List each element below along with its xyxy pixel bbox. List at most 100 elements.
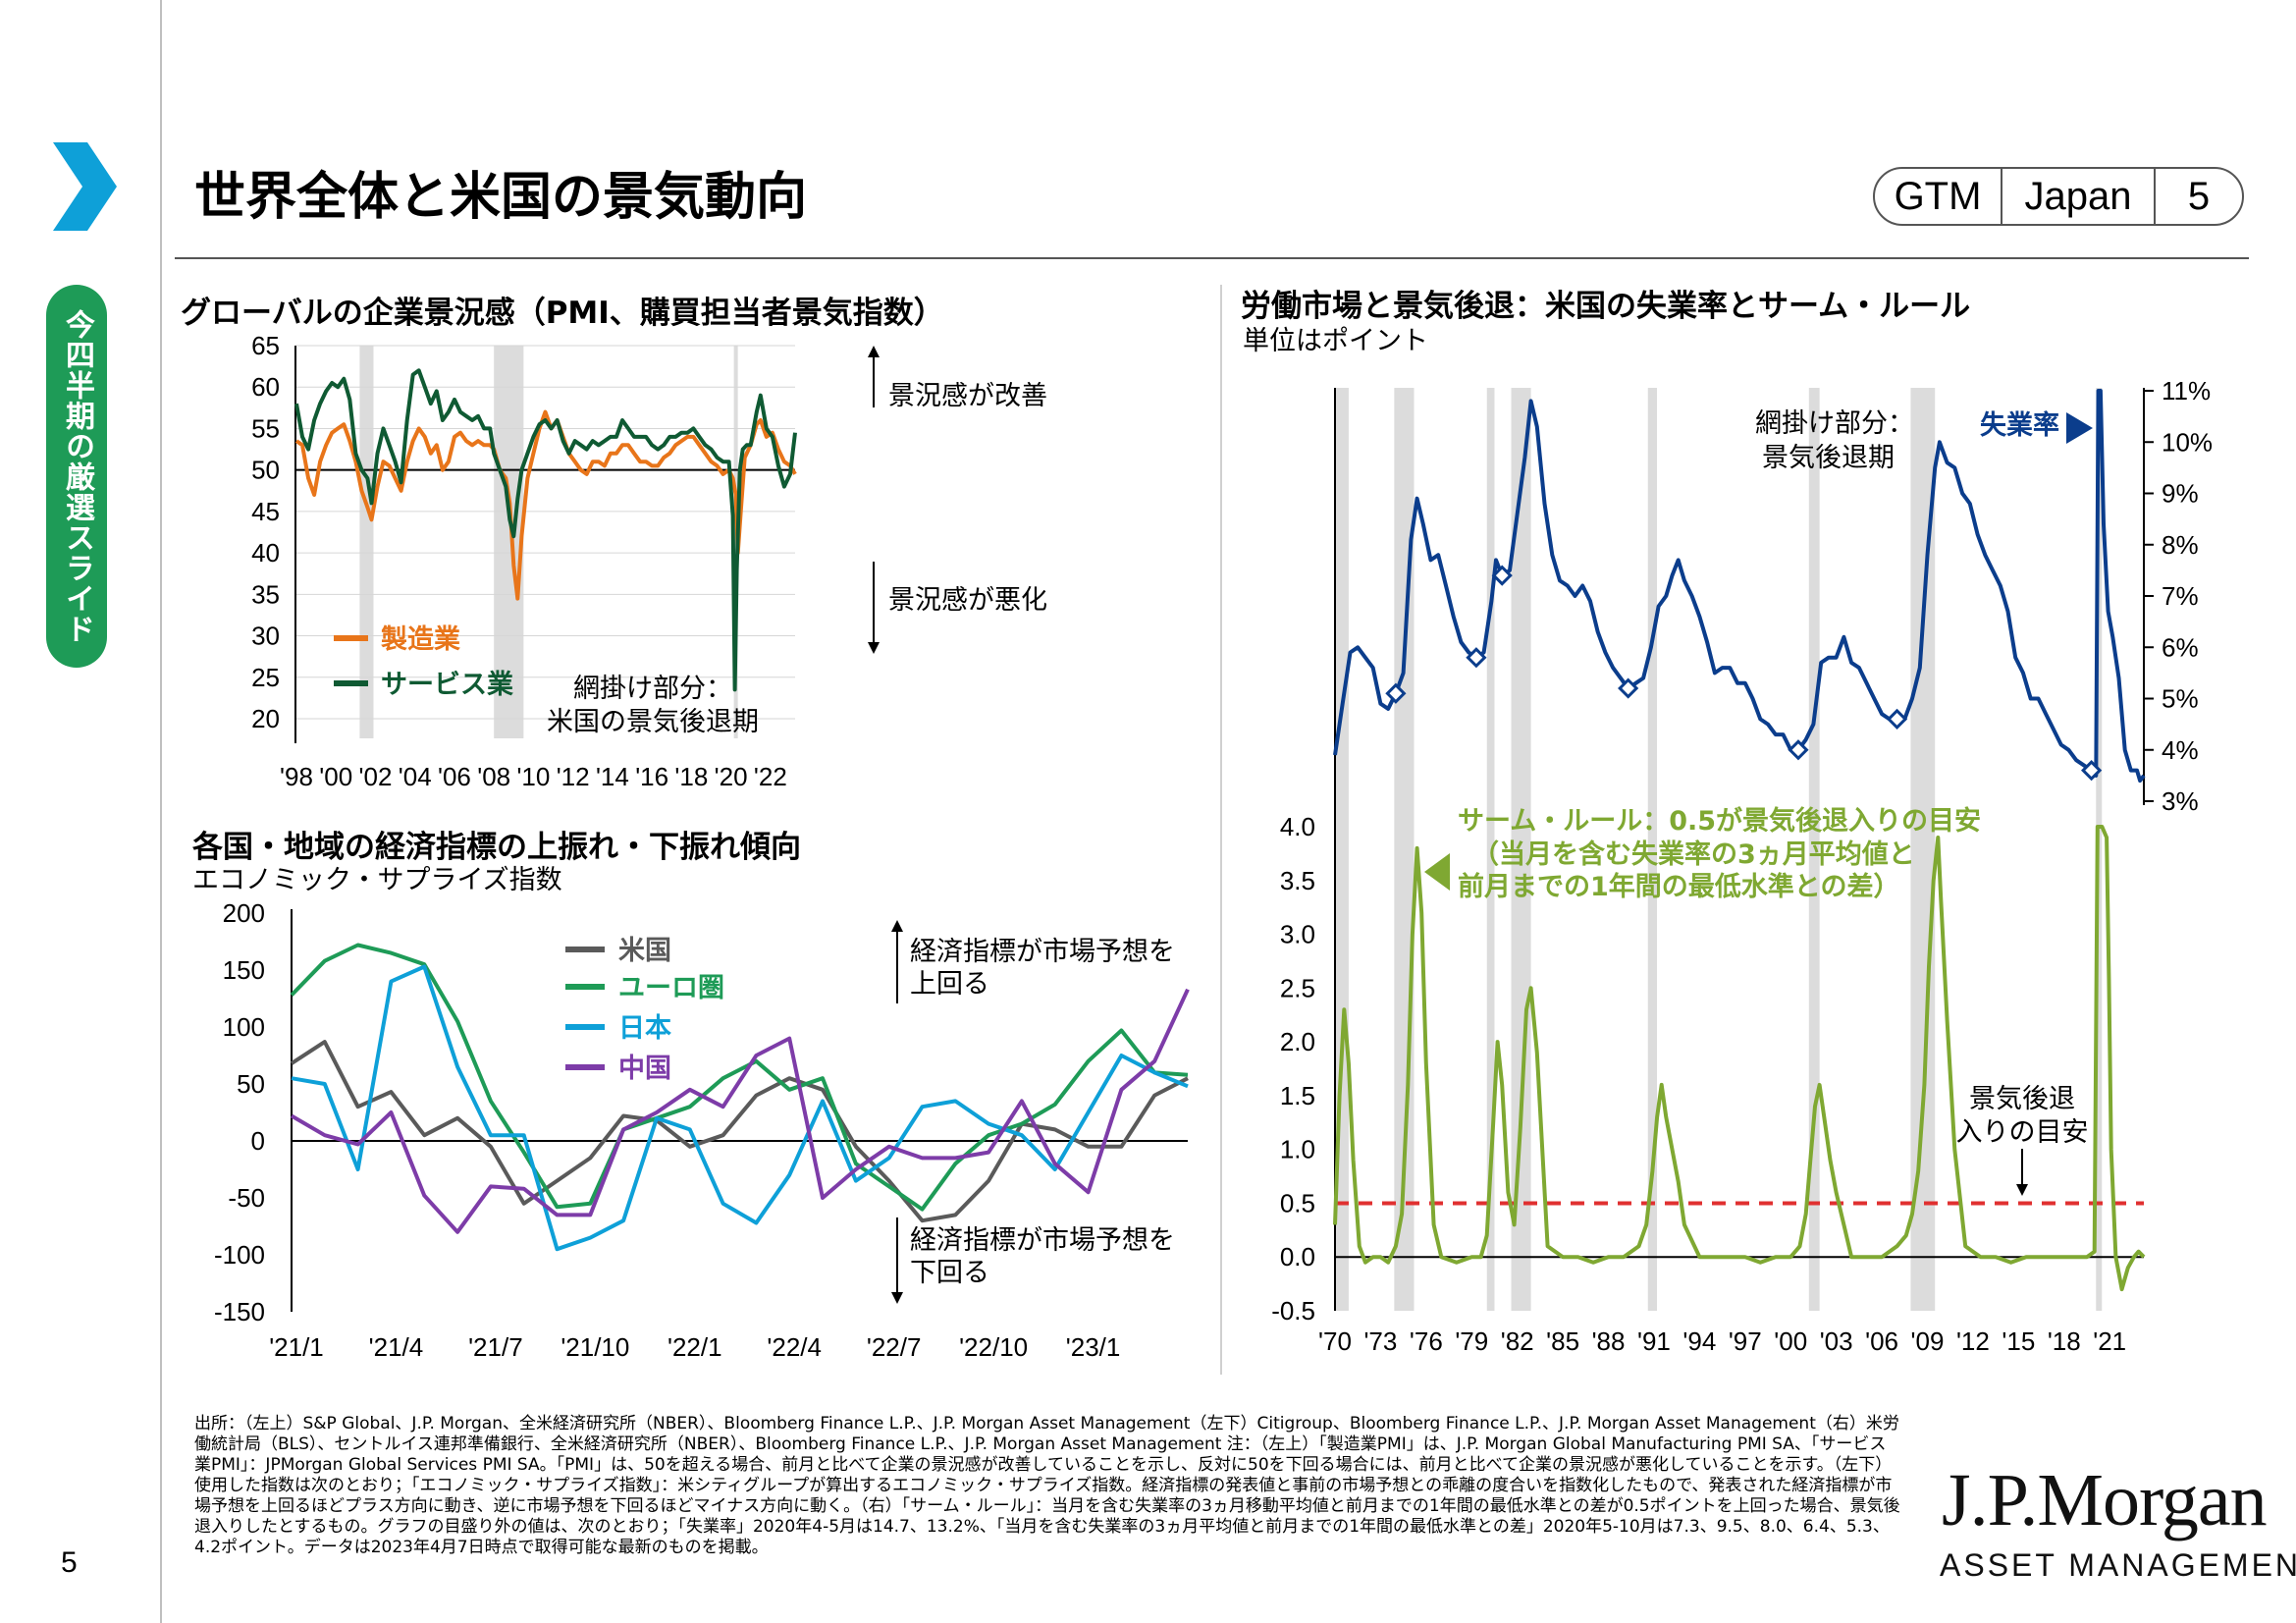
y-tick-label: 35 [251,579,280,609]
euro-surprise-line [290,943,1189,1212]
tag-page: 5 [2187,174,2211,218]
pmi-shade-note-2: 米国の景気後退期 [547,707,759,737]
x-tick-label: '79 [1455,1326,1488,1356]
recession-shade [1910,388,1936,1311]
y-tick-label: 65 [251,334,280,360]
services-pmi-line [294,368,797,692]
y-tick-label: -50 [228,1183,265,1213]
surprise-chart-title: 各国・地域の経済指標の上振れ・下振れ傾向 [192,830,801,865]
column-divider [1220,285,1222,1375]
legend-label-china: 中国 [618,1054,671,1084]
header-rule [175,257,2249,259]
x-tick-label: '23/1 [1066,1332,1121,1362]
sahm-chart-title: 労働市場と景気後退：米国の失業率とサーム・ルール [1241,289,1971,324]
right-y-tick-label: 9% [2162,479,2199,509]
y-tick-label: 30 [251,622,280,651]
recession-shade [494,346,524,738]
arrow-right-icon [2066,412,2093,444]
y-tick-label: 60 [251,372,280,402]
arrow-left-icon [1424,853,1450,891]
x-tick-label: '15 [2002,1326,2035,1356]
x-tick-label: '88 [1592,1326,1626,1356]
y-tick-label: -100 [214,1240,265,1270]
x-tick-label: '22/4 [767,1332,822,1362]
x-tick-label: '04 [399,762,432,791]
x-tick-label: '18 [2048,1326,2081,1356]
tag-gtm: GTM [1894,174,1982,218]
x-tick-label: '06 [438,762,471,791]
left-y-tick-label: 2.5 [1280,973,1315,1002]
trough-marker [1491,565,1513,586]
left-y-tick-label: 2.0 [1280,1027,1315,1056]
jpmorgan-logo: J.P.Morgan [1942,1459,2268,1542]
sahm-chart-subtitle: 単位はポイント [1243,326,1428,356]
recession-shade [1486,388,1495,1311]
x-tick-label: '21/7 [468,1332,523,1362]
y-tick-label: 200 [223,898,265,928]
x-tick-label: '12 [557,762,590,791]
page-number: 5 [61,1546,78,1579]
right-y-tick-label: 3% [2162,786,2199,816]
sahm-note-2: （当月を含む失業率の3ヵ月平均値と [1472,839,1915,870]
right-y-tick-label: 8% [2162,530,2199,560]
x-tick-label: '91 [1637,1326,1671,1356]
manufacturing-pmi-line [294,409,797,601]
x-tick-label: '73 [1363,1326,1397,1356]
x-tick-label: '70 [1318,1326,1352,1356]
trough-marker [1618,677,1639,699]
x-tick-label: '97 [1729,1326,1762,1356]
sahm-note-3: 前月までの1年間の最低水準との差） [1458,871,1900,902]
x-tick-label: '21/10 [561,1332,629,1362]
x-tick-label: '10 [516,762,550,791]
side-tab [46,285,107,668]
legend-label-us: 米国 [618,936,671,966]
surprise-chart: 200 150 100 50 0 -50 -100 -150'21/1 '21/4 '21/7 '2… [214,898,1190,1362]
right-y-tick-label: 7% [2162,581,2199,611]
unemployment-rate-line [1333,389,2146,784]
recession-shade [1647,388,1658,1311]
asset-management-logo: ASSET MANAGEMENT [1940,1547,2296,1583]
y-tick-label: 25 [251,663,280,692]
x-tick-label: '14 [596,762,629,791]
x-tick-label: '21/4 [369,1332,424,1362]
surprise-note-above-2: 上回る [910,969,989,1000]
x-tick-label: '09 [1911,1326,1945,1356]
x-tick-label: '21 [2093,1326,2126,1356]
right-y-tick-label: 10% [2162,427,2213,457]
surprise-note-below-1: 経済指標が市場予想を [910,1225,1175,1256]
left-y-tick-label: 1.0 [1280,1135,1315,1164]
left-divider [160,0,162,1623]
tag-separator [2154,169,2156,224]
x-tick-label: '85 [1546,1326,1579,1356]
x-tick-label: '03 [1820,1326,1853,1356]
japan-surprise-line [291,964,1189,1252]
left-y-tick-label: -0.5 [1271,1296,1315,1325]
right-y-tick-label: 4% [2162,735,2199,765]
x-tick-label: '98 [280,762,313,791]
arrow-down-icon [891,1292,903,1304]
x-tick-label: '08 [477,762,510,791]
y-tick-label: 0 [251,1126,265,1156]
x-tick-label: '16 [635,762,668,791]
x-tick-label: '22/1 [667,1332,722,1362]
sahm-note-1: サーム・ルール：0.5が景気後退入りの目安 [1458,805,1981,837]
y-tick-label: 40 [251,538,280,568]
china-surprise-line [290,988,1190,1234]
y-tick-label: 150 [223,955,265,985]
right-y-tick-label: 5% [2162,684,2199,714]
footnote: 出所：（左上）S&P Global、J.P. Morgan、全米経済研究所（NB… [194,1414,1900,1557]
threshold-note-1: 景気後退 [1969,1084,2075,1114]
page-title: 世界全体と米国の景気動向 [194,168,808,227]
x-tick-label: '06 [1865,1326,1898,1356]
trough-marker [1788,739,1809,761]
legend-label-euro: ユーロ圏 [618,973,724,1003]
threshold-note-2: 入りの目安 [1956,1117,2089,1148]
us-surprise-line [290,1040,1189,1223]
x-tick-label: '00 [1774,1326,1807,1356]
arrow-down-icon [2016,1184,2028,1196]
x-tick-label: '94 [1682,1326,1716,1356]
surprise-note-below-2: 下回る [910,1258,989,1288]
left-y-tick-label: 3.0 [1280,920,1315,949]
y-tick-label: -150 [214,1297,265,1326]
legend-label-services: サービス業 [381,670,513,700]
